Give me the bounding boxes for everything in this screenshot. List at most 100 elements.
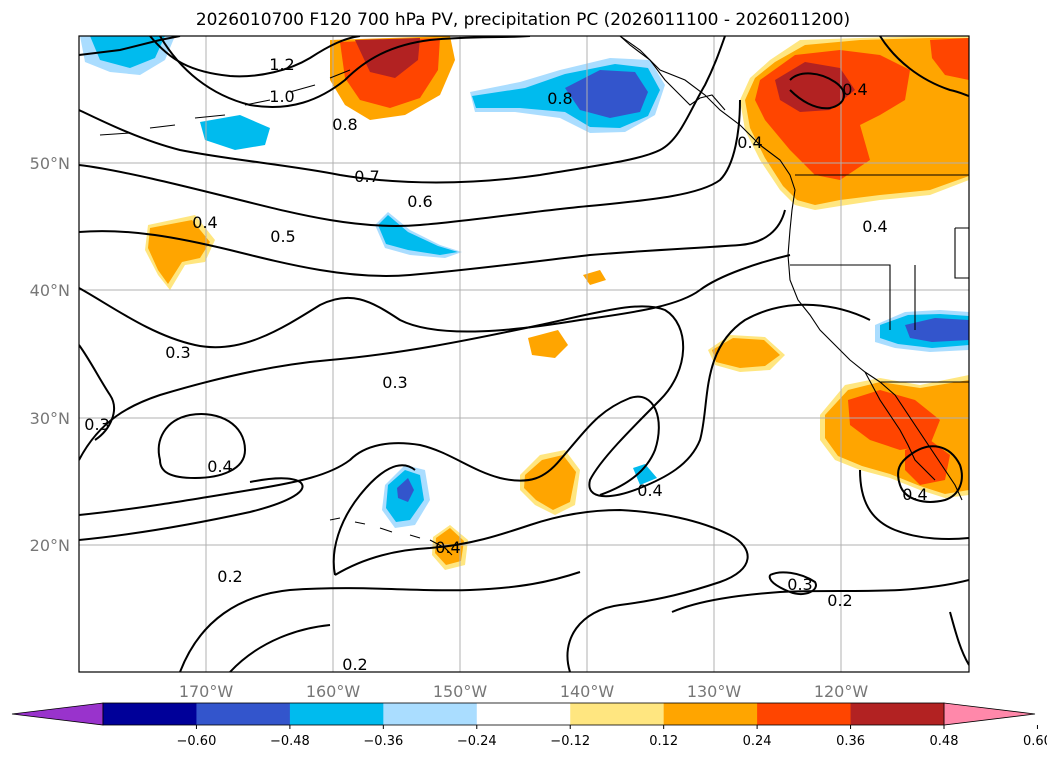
contour-label: 0.7	[354, 167, 379, 186]
contour-label: 0.3	[382, 373, 407, 392]
colorbar-segment	[289, 703, 384, 725]
colorbar-segment	[757, 703, 852, 725]
contour-label: 0.4	[435, 538, 460, 557]
coastline-aleutians	[99, 69, 351, 136]
pv-contour	[79, 36, 726, 184]
contour-label: 0.4	[637, 481, 662, 500]
contour-label: 0.8	[547, 89, 572, 108]
precip-positive-area	[775, 62, 855, 112]
pv-contour	[157, 413, 247, 480]
lat-tick-label: 20°N	[30, 536, 70, 555]
colorbar-tick-label: −0.24	[457, 734, 497, 749]
precip-positive-area	[524, 455, 576, 510]
lat-tick-label: 50°N	[30, 154, 70, 173]
colorbar-segment	[196, 703, 291, 725]
contour-label: 1.2	[269, 55, 294, 74]
gridlines	[79, 36, 969, 672]
precip-shading	[80, 36, 969, 570]
lat-axis-labels: 50°N 40°N 30°N 20°N	[30, 154, 70, 555]
precip-positive-area	[712, 338, 780, 368]
pv-contour	[334, 508, 749, 672]
colorbar-segment	[850, 703, 945, 725]
precip-positive-area	[848, 390, 940, 450]
contour-label: 0.3	[165, 343, 190, 362]
precip-positive-area	[528, 330, 568, 358]
pv-contour	[79, 209, 786, 277]
precip-positive-area	[355, 38, 420, 78]
contour-label: 0.2	[342, 655, 367, 674]
colorbar-segment	[383, 703, 478, 725]
contour-label: 0.3	[787, 575, 812, 594]
colorbar-tick-label: −0.36	[363, 734, 403, 749]
pv-contour	[79, 99, 741, 227]
map-frame	[78, 35, 970, 673]
contour-label: 0.5	[270, 227, 295, 246]
lat-tick-label: 30°N	[30, 409, 70, 428]
coastline-baja	[864, 371, 936, 481]
precip-positive-area	[583, 270, 606, 285]
pv-contour	[79, 36, 181, 56]
pv-contour	[789, 72, 845, 110]
contour-label: 0.4	[862, 217, 887, 236]
contour-label: 1.0	[269, 87, 294, 106]
pv-contour	[79, 254, 791, 349]
lon-tick-label: 170°W	[179, 682, 234, 701]
contour-label: 0.4	[192, 213, 217, 232]
contour-label: 0.6	[407, 192, 432, 211]
colorbar-tick-label: −0.12	[550, 734, 590, 749]
precip-positive-area	[930, 38, 969, 80]
coastline-north-america	[619, 36, 963, 501]
pv-contour	[879, 36, 969, 97]
contour-label: 0.4	[902, 485, 927, 504]
colorbar-segment	[570, 703, 665, 725]
contour-label: 0.3	[84, 415, 109, 434]
pv-contour	[79, 477, 304, 541]
pv-contour	[768, 571, 817, 596]
colorbar-segment	[663, 703, 758, 725]
colorbar: −0.60 −0.48 −0.36 −0.24 −0.12 0.12 0.24 0.36 0.4…	[11, 702, 1047, 749]
pv-contour	[229, 624, 331, 672]
precip-negative-area	[397, 478, 414, 502]
colorbar-tick-label: 0.48	[930, 734, 959, 749]
contour-labels: 1.2 1.0 0.8 0.8 0.7 0.6 0.5 0.4 0.4 0.4 …	[84, 55, 927, 674]
lon-tick-label: 120°W	[814, 682, 869, 701]
pv-contour	[179, 571, 581, 672]
coastline-alaska	[619, 36, 726, 111]
pv-contour	[859, 469, 969, 541]
precip-negative-area	[905, 318, 969, 342]
colorbar-tick-label: −0.60	[177, 734, 217, 749]
colorbar-tick-label: −0.48	[270, 734, 310, 749]
colorbar-extend-low	[11, 702, 104, 726]
colorbar-frame	[102, 702, 945, 726]
colorbar-tick-label: 0.60	[1023, 734, 1047, 749]
colorbar-tick-label: 0.12	[649, 734, 678, 749]
contour-label: 0.4	[737, 133, 762, 152]
colorbar-segment	[103, 703, 197, 725]
figure-title: 2026010700 F120 700 hPa PV, precipitatio…	[196, 10, 850, 30]
lon-tick-label: 160°W	[306, 682, 361, 701]
lon-tick-label: 150°W	[433, 682, 488, 701]
coastline-hawaii	[329, 517, 453, 556]
pv-contour	[79, 344, 115, 441]
colorbar-tick-label: 0.24	[743, 734, 772, 749]
contour-label: 0.4	[842, 80, 867, 99]
colorbar-extend-high	[943, 702, 1036, 726]
contour-label: 0.2	[827, 591, 852, 610]
precip-negative-area	[633, 464, 657, 485]
pv-contour	[159, 36, 531, 108]
pv-contour	[79, 395, 660, 516]
contour-label: 0.4	[207, 457, 232, 476]
pv-contours	[79, 36, 969, 672]
border-us-states	[790, 227, 969, 330]
lon-axis-labels: 170°W 160°W 150°W 140°W 130°W 120°W	[179, 682, 869, 701]
precip-negative-area	[565, 70, 648, 118]
pv-contour	[949, 611, 969, 666]
pv-contour	[897, 445, 963, 503]
colorbar-segment	[476, 703, 571, 725]
lat-tick-label: 40°N	[30, 281, 70, 300]
pv-contour	[332, 464, 416, 576]
pv-contour	[671, 579, 969, 613]
map-content: 1.2 1.0 0.8 0.8 0.7 0.6 0.5 0.4 0.4 0.4 …	[79, 36, 969, 674]
contour-label: 0.8	[332, 115, 357, 134]
